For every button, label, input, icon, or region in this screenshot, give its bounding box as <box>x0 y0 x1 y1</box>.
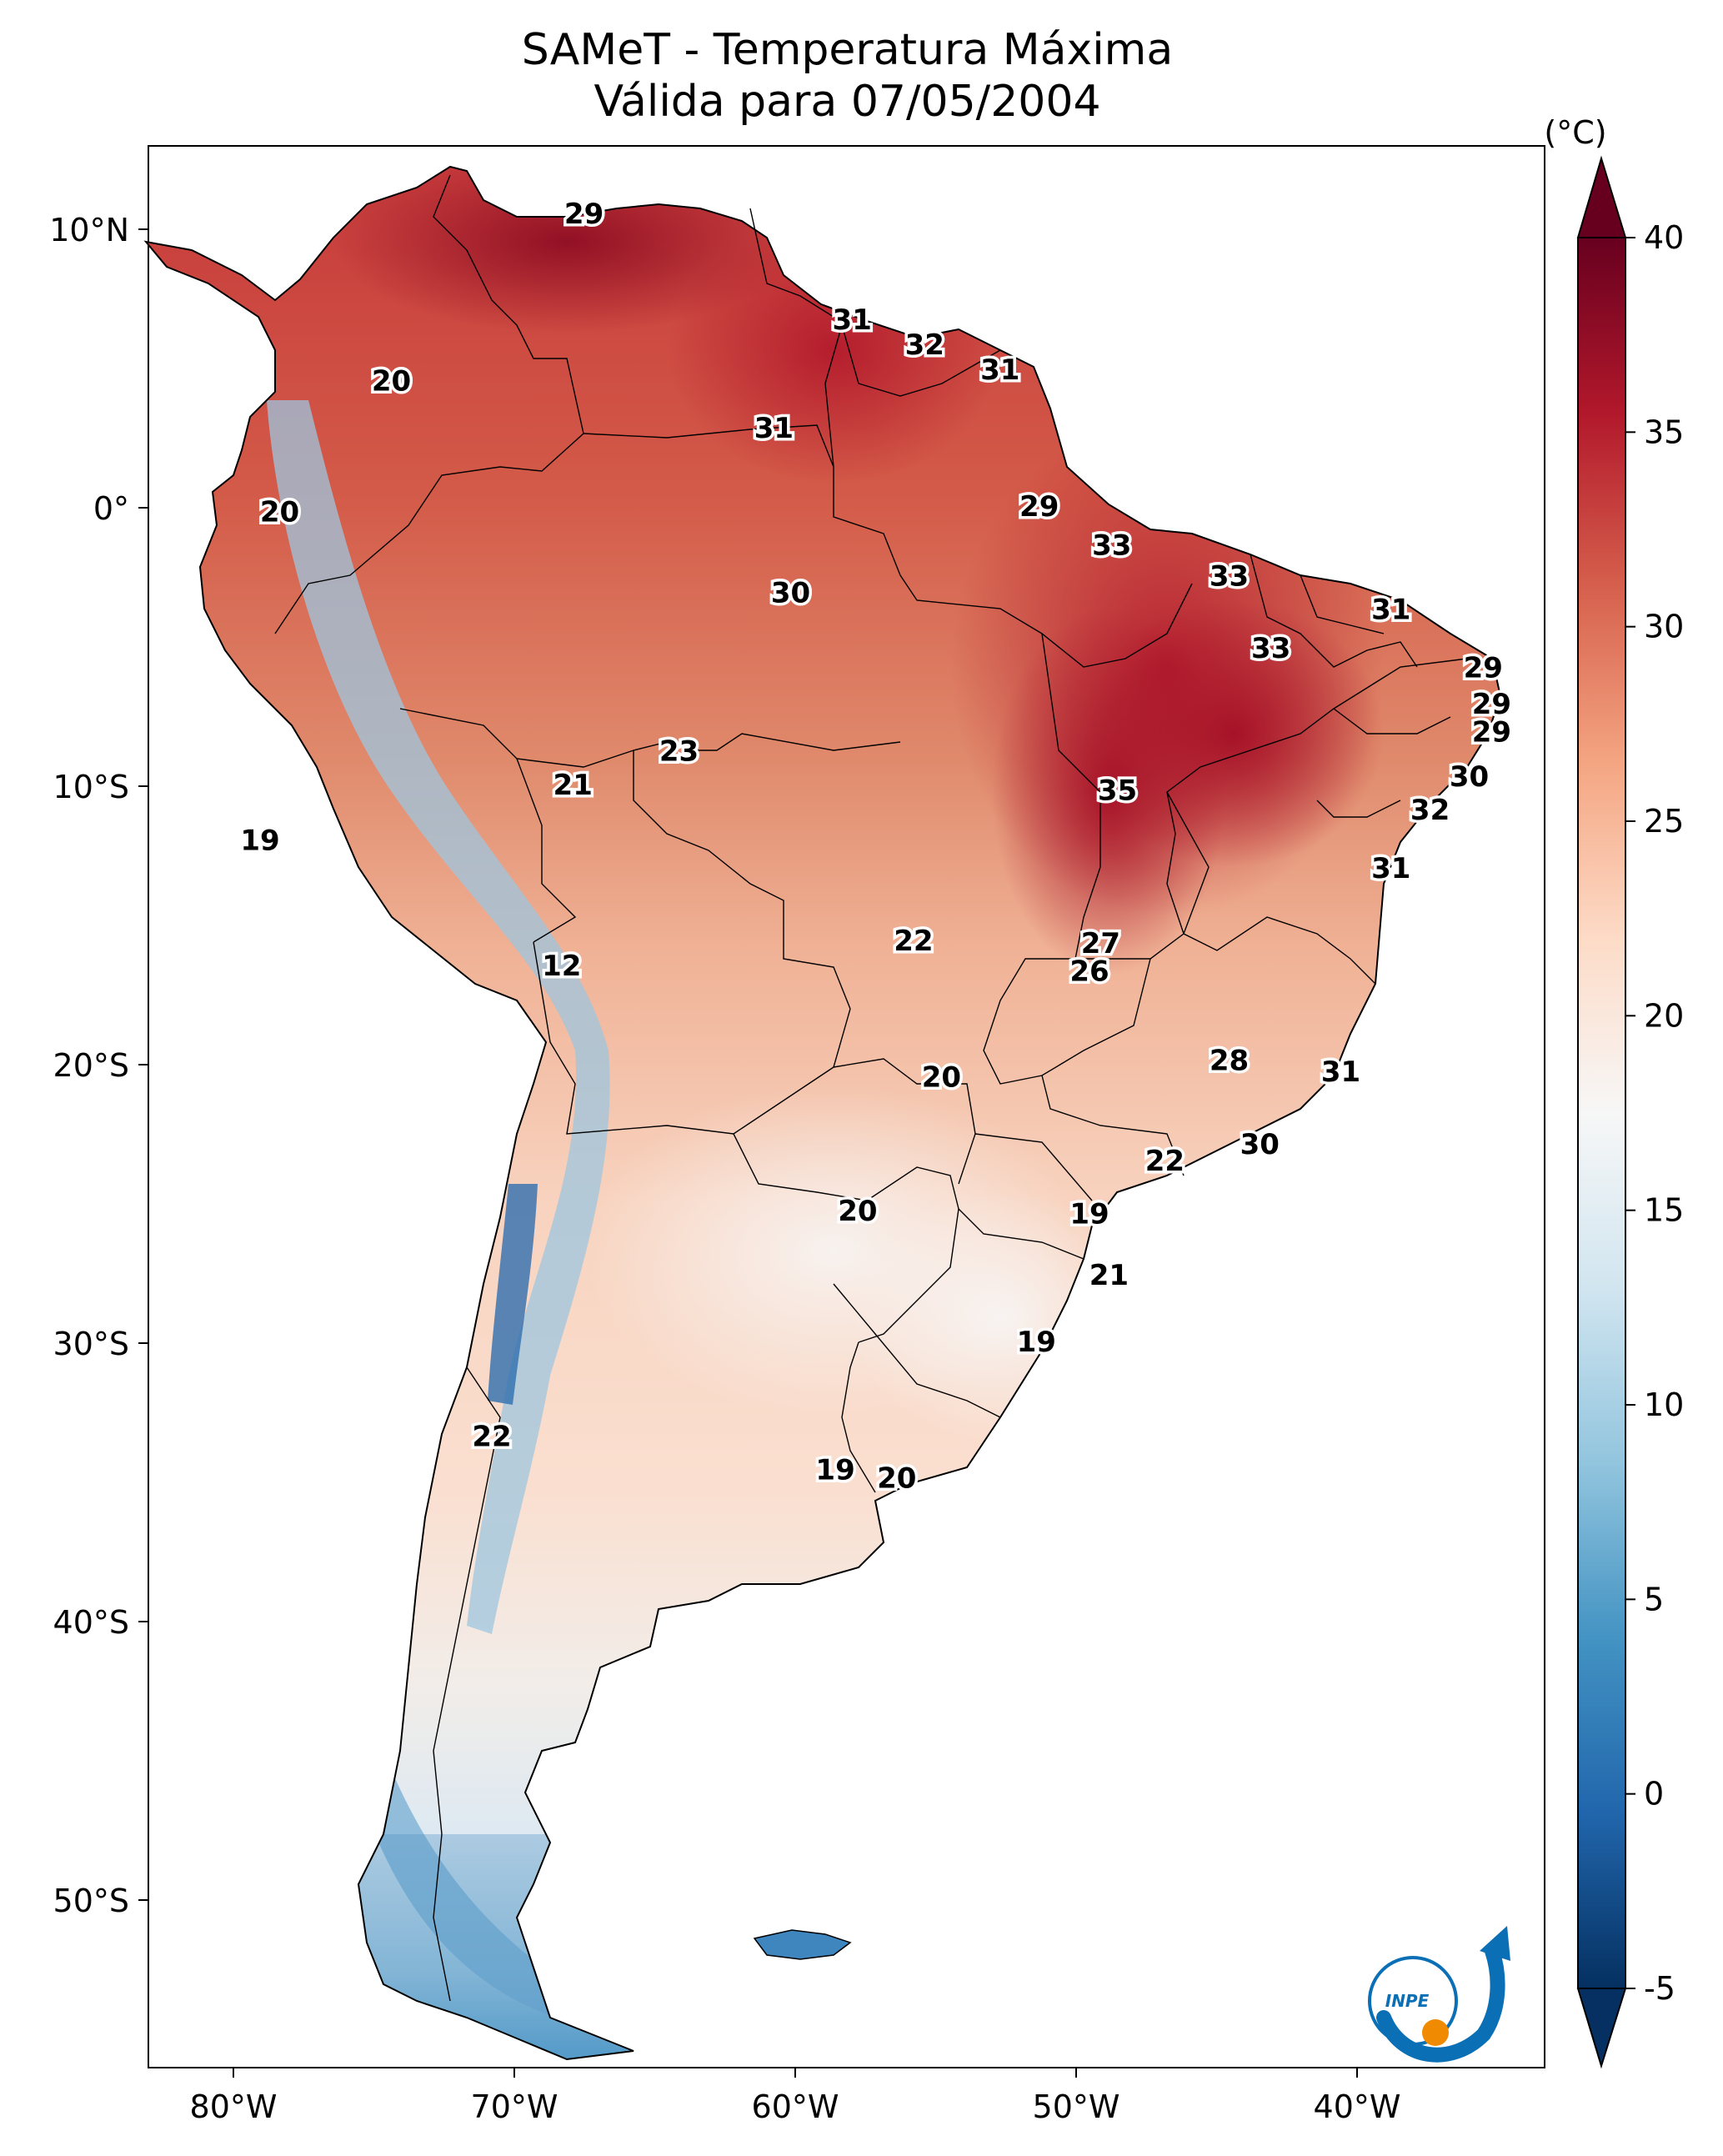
inpe-logo-text: INPE <box>1385 1991 1430 2011</box>
city-value-label: 29 <box>1472 688 1511 721</box>
longitude-axis: 80°W 70°W 60°W 50°W 40°W <box>190 2068 1401 2125</box>
lon-tick-40w: 40°W <box>1314 2088 1401 2125</box>
city-value-label: 29 <box>1019 490 1059 524</box>
colorbar-tick-label: 20 <box>1644 997 1684 1034</box>
lat-tick-10s: 10°S <box>53 769 129 805</box>
colorbar-tick-label: 25 <box>1644 803 1684 840</box>
city-value-label: 31 <box>754 412 794 445</box>
lon-tick-70w: 70°W <box>471 2088 558 2125</box>
city-value-label: 29 <box>564 198 604 231</box>
falkland-islands <box>753 1929 852 1960</box>
city-value-label: 22 <box>472 1421 511 1454</box>
lon-tick-50w: 50°W <box>1033 2088 1120 2125</box>
city-value-label: 29 <box>1464 652 1503 685</box>
city-value-label: 31 <box>1371 852 1410 885</box>
city-value-label: 30 <box>1240 1128 1280 1161</box>
city-value-label: 12 <box>542 950 581 983</box>
colorbar-tick-label: 15 <box>1644 1192 1684 1229</box>
city-value-label: 30 <box>771 576 810 609</box>
colorbar-tick-label: 35 <box>1644 414 1684 450</box>
city-value-label: 22 <box>1145 1145 1185 1178</box>
coastline <box>143 165 1502 2061</box>
colorbar-tick-label: 0 <box>1644 1776 1664 1813</box>
colorbar-top-extend <box>1576 155 1627 238</box>
colorbar-bottom-extend <box>1576 1988 1627 2069</box>
city-value-label: 19 <box>1069 1197 1109 1231</box>
inpe-logo: INPE <box>1368 1926 1510 2063</box>
lat-tick-0: 0° <box>93 490 129 527</box>
city-value-label: 32 <box>905 328 944 362</box>
chart-title-line1: SAMeT - Temperatura Máxima <box>521 25 1174 75</box>
city-value-label: 31 <box>980 353 1019 387</box>
lat-tick-50s: 50°S <box>53 1883 129 1919</box>
city-value-label: 19 <box>1017 1326 1056 1359</box>
city-value-label: 32 <box>1410 794 1450 827</box>
city-value-label: 27 <box>1081 927 1120 960</box>
colorbar: (°C) 40 35 30 25 20 15 10 5 0 -5 <box>1544 114 1684 2069</box>
city-value-label: 28 <box>1210 1045 1249 1078</box>
city-value-label: 29 <box>1472 715 1511 749</box>
city-value-label: 22 <box>894 925 933 958</box>
city-value-label: 33 <box>1092 529 1131 563</box>
city-value-label: 21 <box>553 769 593 802</box>
chart-title-line2: Válida para 07/05/2004 <box>594 77 1101 127</box>
city-value-label: 19 <box>240 825 279 858</box>
city-value-label: 31 <box>1371 593 1410 626</box>
colorbar-tick-label: -5 <box>1644 1970 1675 2007</box>
city-value-label: 21 <box>1089 1259 1129 1292</box>
colorbar-tick-label: 10 <box>1644 1386 1684 1423</box>
city-value-label: 31 <box>1321 1055 1360 1089</box>
lat-tick-30s: 30°S <box>53 1326 129 1362</box>
city-value-label: 23 <box>659 735 699 769</box>
colorbar-unit: (°C) <box>1544 114 1606 151</box>
colorbar-gradient <box>1577 237 1626 1989</box>
colorbar-tick-label: 40 <box>1644 219 1684 256</box>
city-value-label: 20 <box>260 496 299 529</box>
lon-tick-60w: 60°W <box>752 2088 839 2125</box>
city-value-label: 19 <box>815 1454 854 1487</box>
city-value-label: 33 <box>1210 559 1249 593</box>
colorbar-tick-label: 30 <box>1644 609 1684 645</box>
city-value-label: 33 <box>1251 632 1290 665</box>
city-value-label: 26 <box>1069 955 1109 989</box>
lon-tick-80w: 80°W <box>190 2088 278 2125</box>
colorbar-tick-label: 5 <box>1644 1581 1664 1617</box>
city-value-label: 35 <box>1098 775 1137 808</box>
country-borders <box>274 174 1468 2002</box>
city-value-label: 20 <box>922 1061 961 1095</box>
city-value-label: 20 <box>838 1195 877 1228</box>
city-value-label: 31 <box>833 303 872 337</box>
lat-tick-40s: 40°S <box>53 1604 129 1641</box>
city-value-label: 20 <box>877 1462 916 1496</box>
lat-tick-20s: 20°S <box>53 1047 129 1084</box>
city-value-label: 30 <box>1450 760 1489 794</box>
lat-tick-10n: 10°N <box>49 212 129 248</box>
city-value-label: 20 <box>372 364 411 398</box>
latitude-axis: 10°N 0° 10°S 20°S 30°S 40°S 50°S <box>49 212 148 1919</box>
